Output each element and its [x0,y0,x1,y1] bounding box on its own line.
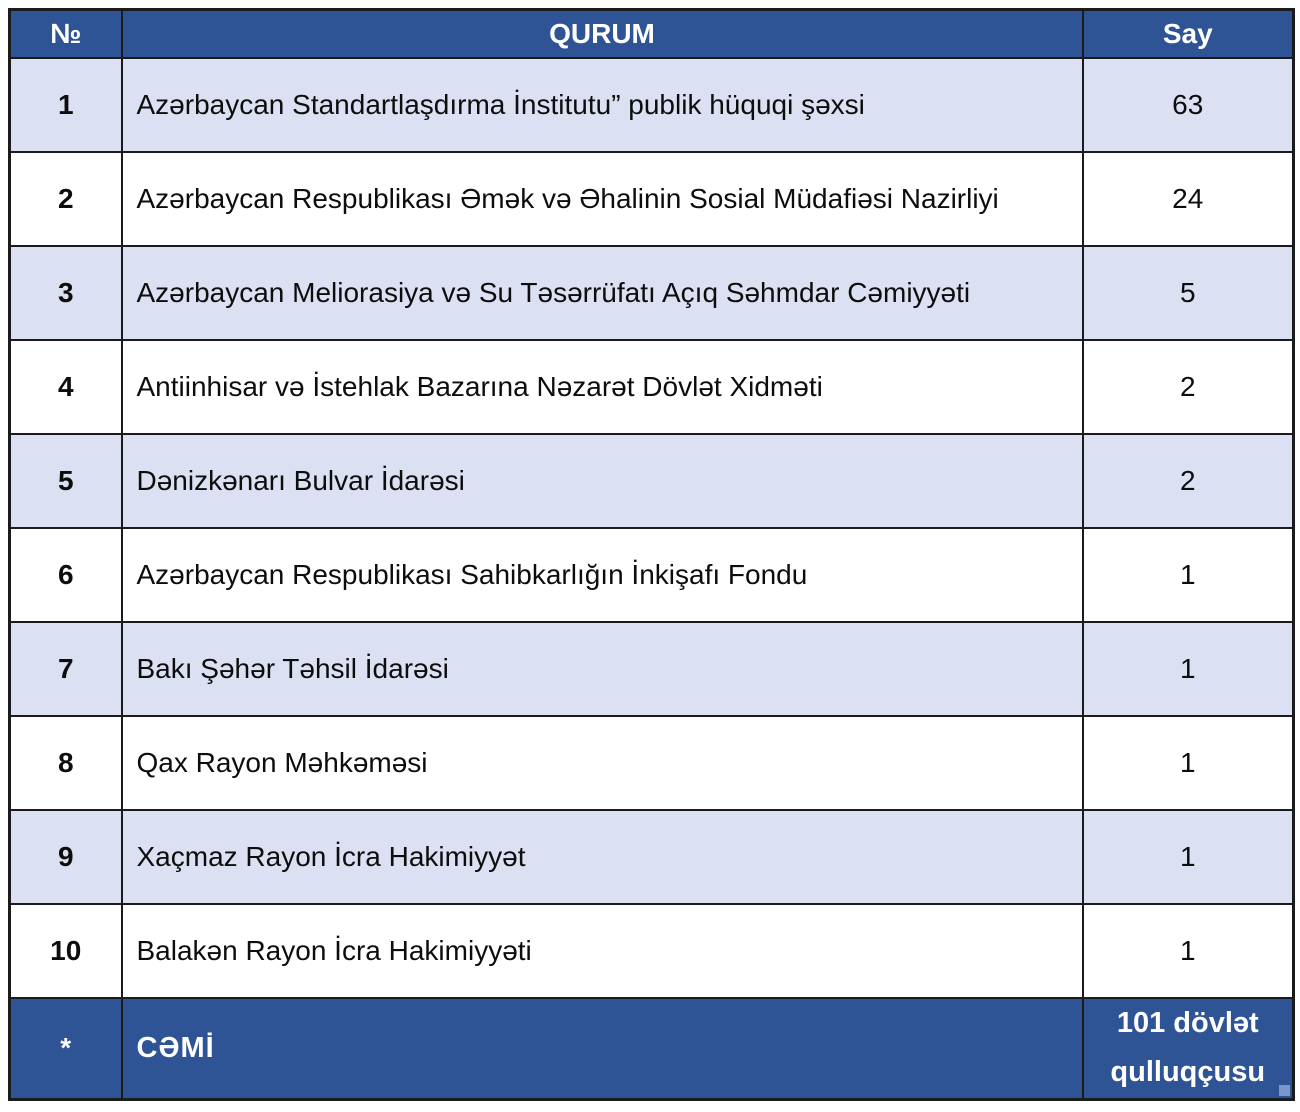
row-number-cell: 1 [8,57,123,153]
say-cell: 2 [1081,433,1295,529]
table-row: 4 Antiinhisar və İstehlak Bazarına Nəzarə… [8,339,1295,435]
qurum-cell: Bakı Şəhər Təhsil İdarəsi [120,621,1084,717]
table-row: 1 Azərbaycan Standartlaşdırma İnstitutu” … [8,57,1295,153]
row-number-cell: 10 [8,903,123,999]
say-cell: 1 [1081,527,1295,623]
table-footer: * CƏMİ 101 dövlət qulluqçusu [8,996,1295,1101]
say-cell: 2 [1081,339,1295,435]
table-row: 9 Xaçmaz Rayon İcra Hakimiyyət 1 [8,809,1295,905]
say-cell: 5 [1081,245,1295,341]
qurum-say-table: № QURUM Say 1 Azərbaycan Standartlaşdırma… [8,8,1295,1101]
row-number-cell: 5 [8,433,123,529]
say-cell: 1 [1081,621,1295,717]
table-row: 7 Bakı Şəhər Təhsil İdarəsi 1 [8,621,1295,717]
table-row: 2 Azərbaycan Respublikası Əmək və Əhalini… [8,151,1295,247]
qurum-cell: Dənizkənarı Bulvar İdarəsi [120,433,1084,529]
table-header: № QURUM Say [8,8,1295,59]
say-cell: 63 [1081,57,1295,153]
qurum-cell: Xaçmaz Rayon İcra Hakimiyyət [120,809,1084,905]
row-number-cell: 2 [8,151,123,247]
row-number-cell: 4 [8,339,123,435]
qurum-cell: Antiinhisar və İstehlak Bazarına Nəzarət… [120,339,1084,435]
say-cell: 1 [1081,903,1295,999]
table-row: 8 Qax Rayon Məhkəməsi 1 [8,715,1295,811]
qurum-cell: Qax Rayon Məhkəməsi [120,715,1084,811]
qurum-cell: Azərbaycan Meliorasiya və Su Təsərrüfatı… [120,245,1084,341]
total-marker-cell: * [8,996,123,1101]
row-number-cell: 3 [8,245,123,341]
total-label-cell: CƏMİ [120,996,1084,1101]
table-resize-handle [1279,1084,1290,1096]
total-value-cell: 101 dövlət qulluqçusu [1081,996,1295,1101]
say-cell: 24 [1081,151,1295,247]
table-row: 3 Azərbaycan Meliorasiya və Su Təsərrüfat… [8,245,1295,341]
table-body: 1 Azərbaycan Standartlaşdırma İnstitutu” … [8,57,1295,999]
table-row: 5 Dənizkənarı Bulvar İdarəsi 2 [8,433,1295,529]
column-header-qurum: QURUM [120,8,1084,59]
total-row: * CƏMİ 101 dövlət qulluqçusu [8,996,1295,1101]
column-header-num: № [8,8,123,59]
qurum-cell: Azərbaycan Standartlaşdırma İnstitutu” p… [120,57,1084,153]
row-number-cell: 6 [8,527,123,623]
column-header-say: Say [1081,8,1295,59]
row-number-cell: 7 [8,621,123,717]
table-row: 10 Balakən Rayon İcra Hakimiyyəti 1 [8,903,1295,999]
qurum-cell: Azərbaycan Respublikası Sahibkarlığın İn… [120,527,1084,623]
qurum-cell: Azərbaycan Respublikası Əmək və Əhalinin… [120,151,1084,247]
header-row: № QURUM Say [8,8,1295,59]
qurum-cell: Balakən Rayon İcra Hakimiyyəti [120,903,1084,999]
row-number-cell: 8 [8,715,123,811]
total-value-text: 101 dövlət qulluqçusu [1110,1007,1266,1089]
row-number-cell: 9 [8,809,123,905]
say-cell: 1 [1081,715,1295,811]
table-row: 6 Azərbaycan Respublikası Sahibkarlığın İ… [8,527,1295,623]
say-cell: 1 [1081,809,1295,905]
